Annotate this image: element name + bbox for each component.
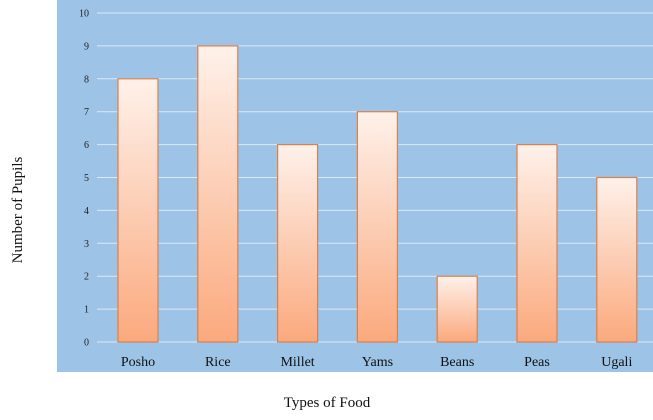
bar-ugali [596, 176, 638, 343]
y-tick-label: 3 [84, 239, 89, 250]
x-tick-label: Yams [362, 355, 393, 370]
x-tick-label: Ugali [601, 355, 632, 370]
x-tick-label: Rice [205, 355, 231, 370]
y-axis-title: Number of Pupils [10, 157, 26, 264]
y-tick-label: 9 [84, 41, 89, 52]
x-tick-label: Beans [440, 355, 474, 370]
y-tick-label: 0 [84, 338, 89, 349]
x-axis-title: Types of Food [284, 395, 371, 411]
y-tick-label: 6 [84, 140, 89, 151]
y-tick-label: 4 [84, 206, 89, 217]
bar-posho [117, 78, 159, 343]
bar-rice [197, 45, 239, 343]
y-tick-label: 2 [84, 272, 89, 283]
x-axis-ticks: Posho Rice Millet Yams Beans Peas Ugali [121, 355, 633, 370]
x-tick-label: Millet [280, 355, 314, 370]
bars [117, 45, 638, 343]
y-tick-label: 7 [84, 107, 89, 118]
bar-peas [516, 144, 558, 343]
x-tick-label: Posho [121, 355, 155, 370]
y-tick-label: 8 [84, 74, 89, 85]
x-tick-label: Peas [524, 355, 550, 370]
bar-yams [356, 111, 398, 343]
bar-millet [277, 144, 319, 343]
bar-beans [436, 275, 478, 343]
y-tick-label: 5 [84, 173, 89, 184]
y-tick-label: 1 [84, 305, 89, 316]
y-axis-ticks: 0 1 2 3 4 5 6 7 8 9 10 [79, 9, 89, 349]
y-tick-label: 10 [79, 9, 89, 20]
